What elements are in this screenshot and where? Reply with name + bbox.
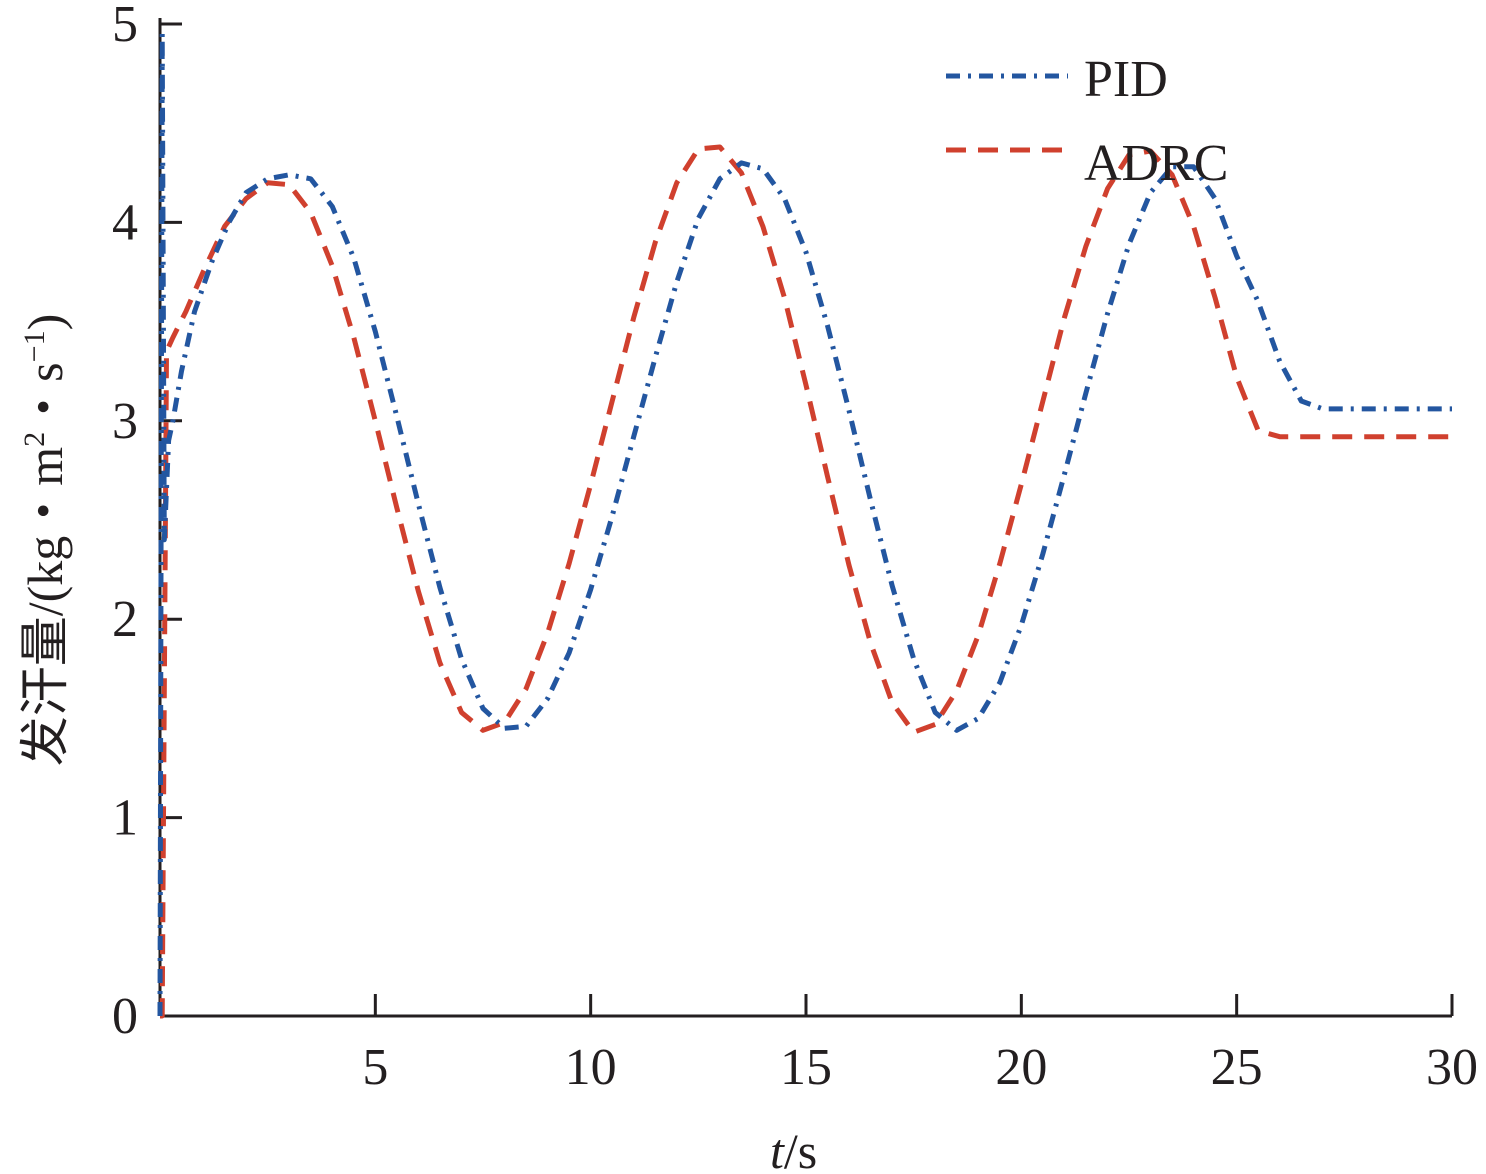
series-layer — [157, 31, 1452, 1019]
x-tick-label: 15 — [780, 1039, 832, 1096]
y-tick-label: 3 — [112, 393, 138, 450]
x-tick-label: 30 — [1426, 1039, 1478, 1096]
y-ticks: 0 1 2 3 4 5 — [112, 0, 182, 1045]
y-tick-label: 1 — [112, 790, 138, 847]
y-tick-label: 4 — [112, 194, 138, 251]
y-axis-title-sup2: −1 — [18, 330, 51, 362]
axes — [158, 18, 1452, 1018]
x-axis-title: t/s — [770, 1123, 817, 1174]
y-axis-title: 发汗量/(kg・m2・s−1) — [17, 314, 73, 766]
x-ticks: 5 10 15 20 25 30 — [362, 994, 1478, 1096]
series-line-adrc — [159, 144, 1452, 1019]
legend: PID ADRC — [946, 51, 1228, 192]
y-axis-title-sup1: 2 — [18, 432, 51, 447]
x-axis-title-var: t — [770, 1123, 785, 1174]
y-tick-label: 0 — [112, 988, 138, 1045]
x-tick-label: 20 — [995, 1039, 1047, 1096]
y-tick-label: 2 — [112, 591, 138, 648]
x-tick-label: 25 — [1211, 1039, 1263, 1096]
x-tick-label: 5 — [362, 1039, 388, 1096]
x-axis-title-unit: /s — [784, 1123, 817, 1174]
y-tick-label: 5 — [112, 0, 138, 53]
legend-label-pid: PID — [1084, 51, 1168, 108]
y-axis-title-end: ) — [17, 314, 73, 331]
x-tick-label: 10 — [565, 1039, 617, 1096]
y-axis-title-mid: ・s — [17, 362, 73, 431]
series-line-pid — [157, 31, 1452, 1017]
legend-label-adrc: ADRC — [1084, 135, 1228, 192]
y-axis-title-main: 发汗量/(kg・m — [17, 447, 73, 767]
